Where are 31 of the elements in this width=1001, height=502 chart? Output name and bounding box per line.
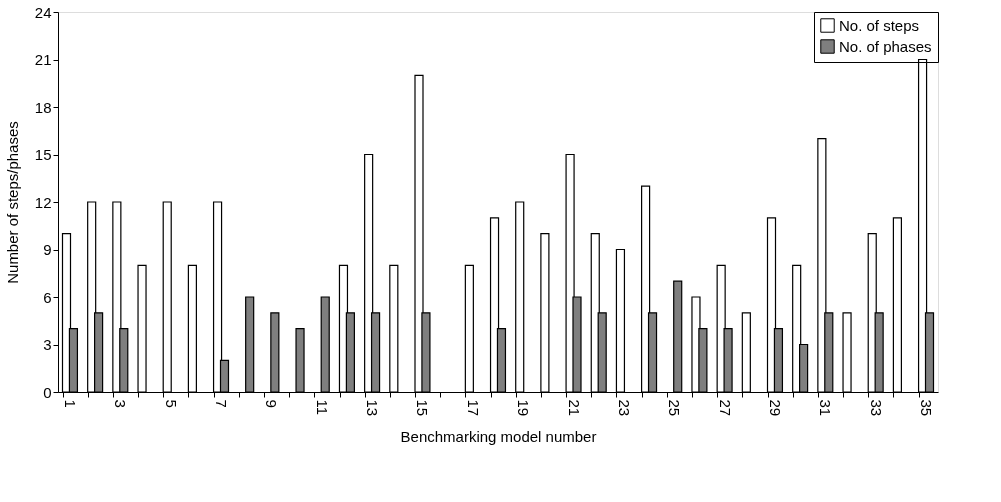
x-tick-label: 29	[766, 399, 784, 417]
y-tick-label: 9	[43, 241, 52, 258]
y-tick-label: 3	[43, 336, 52, 353]
x-tick-label: 11	[313, 399, 331, 416]
x-tick-label: 33	[867, 399, 885, 417]
y-tick-label: 24	[34, 3, 52, 21]
x-tick-label: 5	[162, 399, 180, 408]
x-tick-label: 13	[364, 399, 382, 417]
x-tick-label: 3	[112, 399, 130, 408]
x-tick-label: 23	[615, 399, 633, 417]
y-axis-title: Number of steps/phases	[3, 121, 21, 284]
x-tick-label: 9	[263, 399, 281, 408]
x-tick-label: 31	[817, 399, 835, 417]
y-tick-label: 15	[34, 146, 52, 163]
legend-label: No. of steps	[839, 16, 920, 34]
y-tick-label: 12	[34, 193, 52, 211]
x-tick-label: 7	[213, 399, 231, 408]
x-axis-title: Benchmarking model number	[400, 428, 597, 446]
y-tick-label: 18	[34, 98, 52, 116]
x-tick-label: 19	[515, 399, 533, 417]
y-tick-label: 6	[43, 288, 52, 306]
x-tick-label: 17	[464, 399, 482, 417]
x-tick-label: 15	[414, 399, 432, 417]
x-tick-label: 21	[565, 399, 583, 417]
x-tick-label: 25	[666, 399, 684, 417]
y-tick-label: 0	[43, 383, 52, 401]
x-tick-label: 27	[716, 399, 734, 417]
legend-label: No. of phases	[839, 37, 932, 55]
x-tick-label: 35	[918, 399, 936, 417]
y-tick-label: 21	[34, 51, 52, 68]
x-tick-label: 1	[61, 399, 79, 408]
